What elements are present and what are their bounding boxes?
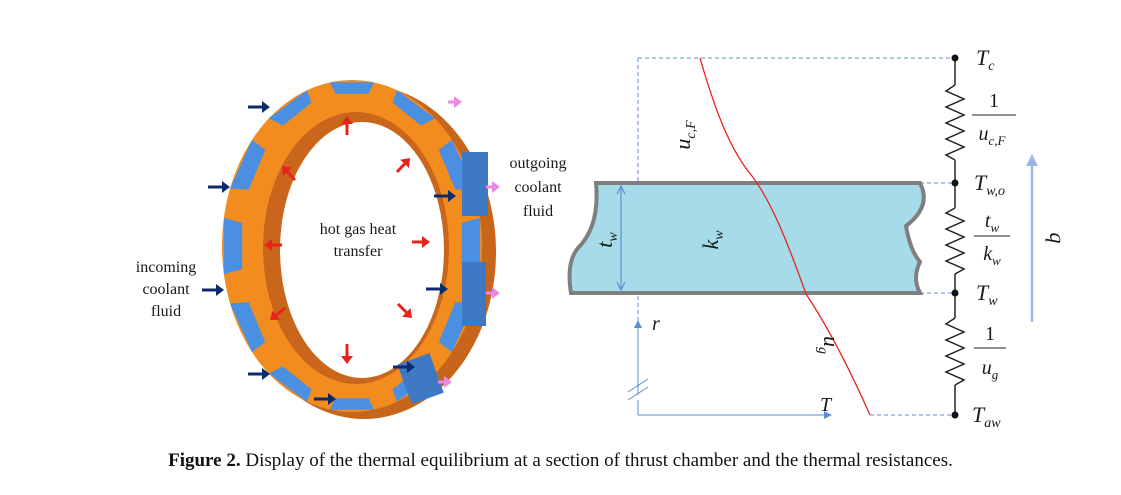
coolant-in-arrow <box>248 368 270 380</box>
tw-arrowhead-top <box>616 184 626 195</box>
res2-denominator: kw <box>983 243 1001 268</box>
coolant-in-arrow <box>426 283 448 295</box>
incoming-arrows <box>202 101 456 405</box>
res1-denominator: uc,F <box>979 123 1007 148</box>
incoming-label-1: incoming <box>136 259 196 276</box>
figure-caption: Figure 2. Display of the thermal equilib… <box>0 450 1121 472</box>
wall-section <box>567 181 926 295</box>
hot-gas-arrow <box>341 116 353 135</box>
hot-gas-arrow <box>412 236 430 248</box>
hot-gas-label-1: hot gas heat <box>320 221 397 238</box>
hot-gas-arrow <box>396 302 412 318</box>
node-Taw <box>951 411 959 419</box>
hot-gas-arrow <box>282 166 297 182</box>
coolant-channel <box>268 366 312 402</box>
res2-numerator: tw <box>985 210 1000 235</box>
coolant-channel <box>392 90 436 126</box>
kw-label: kw <box>698 230 727 250</box>
hot-gas-label-2: transfer <box>334 243 384 260</box>
res3-denominator: ug <box>982 357 999 382</box>
coolant-out-arrow <box>486 181 500 193</box>
coolant-in-arrow <box>202 284 224 296</box>
ucF-label: uc,F <box>670 120 699 150</box>
coolant-channel <box>330 398 374 410</box>
coolant-channel <box>461 217 481 275</box>
coolant-out-arrow <box>438 376 452 388</box>
hot-gas-arrow <box>264 239 282 251</box>
outgoing-arrows <box>438 96 500 388</box>
coolant-in-arrow <box>248 101 270 113</box>
thermal-diagram: hot gas heat transfer incoming coolant f… <box>136 45 1070 431</box>
T-axis-label: T <box>820 394 833 416</box>
tw-label: tw <box>592 232 621 248</box>
outgoing-label-2: coolant <box>514 179 562 196</box>
hot-gas-arrow <box>341 344 353 364</box>
hot-gas-arrow <box>395 158 410 174</box>
incoming-label-3: fluid <box>151 303 181 320</box>
side-channel <box>462 152 488 216</box>
coolant-out-arrow <box>486 287 500 299</box>
coolant-in-arrow <box>314 393 336 405</box>
caption-text: Display of the thermal equilibrium at a … <box>245 450 953 471</box>
r-label: r <box>652 313 660 335</box>
res1-numerator: 1 <box>989 90 999 112</box>
resistor-wall <box>944 207 966 275</box>
coolant-channel <box>330 82 374 94</box>
incoming-label-2: coolant <box>142 281 190 298</box>
caption-label: Figure 2. <box>168 450 241 471</box>
ug-label: ug <box>815 336 844 354</box>
node-Two <box>951 179 959 187</box>
coolant-in-arrow <box>393 361 415 373</box>
heat-flux-arrowhead <box>1026 154 1038 166</box>
coolant-channel <box>268 90 312 126</box>
tw-arrowhead-bottom <box>616 281 626 292</box>
coolant-channel <box>223 217 243 275</box>
resistor-gas <box>944 317 966 386</box>
hot-gas-arrows <box>264 116 430 364</box>
outgoing-label-3: fluid <box>523 203 553 220</box>
node-Tw <box>951 289 959 297</box>
Two-label: Tw,o <box>974 170 1005 199</box>
chamber-ring <box>202 80 500 419</box>
coolant-channel <box>230 302 266 353</box>
coolant-in-arrow <box>434 190 456 202</box>
axis-break <box>627 378 649 393</box>
Taw-label: Taw <box>972 402 1001 431</box>
outgoing-label-1: outgoing <box>510 155 567 172</box>
ring-hole <box>280 122 444 378</box>
hot-gas-arrow <box>270 306 286 320</box>
coolant-out-arrow <box>448 96 462 108</box>
Tc-label: Tc <box>976 45 995 74</box>
res3-numerator: 1 <box>985 323 995 345</box>
coolant-in-arrow <box>208 181 230 193</box>
temperature-profile <box>699 57 871 416</box>
axis-break <box>627 386 649 401</box>
node-Tc <box>951 54 959 62</box>
q-label: q <box>1045 233 1070 244</box>
side-channel <box>462 262 486 326</box>
coolant-channel <box>230 139 266 190</box>
Tw-label: Tw <box>976 280 998 309</box>
resistor-coolant <box>944 84 966 161</box>
